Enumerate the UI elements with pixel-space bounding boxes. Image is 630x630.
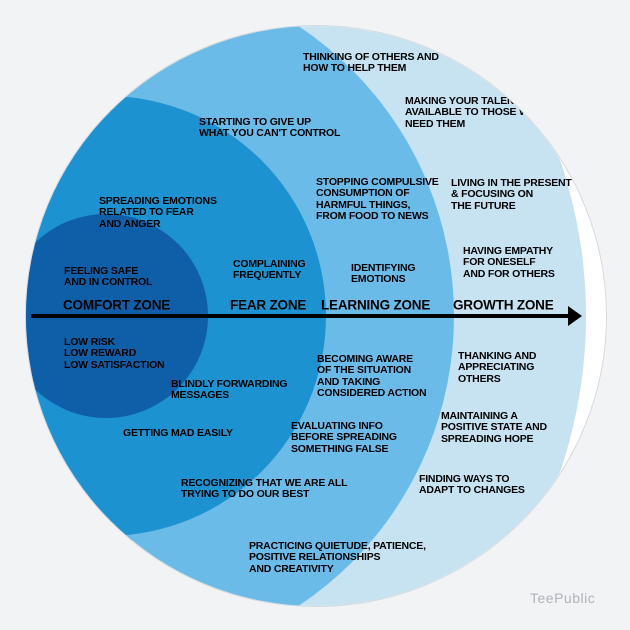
comfort-item: FEELING SAFEAND IN CONTROL	[64, 266, 184, 289]
growth-zone-label: GROWTH ZONE	[453, 298, 554, 313]
watermark: TeePublic	[530, 590, 595, 606]
learning-item: EVALUATING INFOBEFORE SPREADINGSOMETHING…	[291, 421, 441, 455]
growth-item: THINKING OF OTHERS ANDHOW TO HELP THEM	[303, 52, 493, 75]
growth-item: MAINTAINING APOSITIVE STATE ANDSPREADING…	[441, 411, 601, 445]
axis-arrowhead	[568, 306, 582, 326]
fear-item: BLINDLY FORWARDINGMESSAGES	[171, 379, 311, 402]
comfort-item: LOW RISKLOW REWARDLOW SATISFACTION	[64, 337, 194, 371]
fear-item: SPREADING EMOTIONSRELATED TO FEARAND ANG…	[99, 196, 249, 230]
fear-zone-label: FEAR ZONE	[230, 298, 306, 313]
growth-item: HAVING EMPATHYFOR ONESELFAND FOR OTHERS	[463, 246, 607, 280]
fear-item: GETTING MAD EASILY	[123, 428, 263, 439]
zones-diagram: GROWTH ZONE LEARNING ZONE FEAR ZONE COMFORT…	[0, 0, 630, 630]
learning-item: BECOMING AWAREOF THE SITUATIONAND TAKING…	[317, 354, 457, 399]
growth-item: LIVING IN THE PRESENT& FOCUSING ONTHE FU…	[451, 178, 607, 212]
growth-item: FINDING WAYS TOADAPT TO CHANGES	[419, 474, 579, 497]
growth-item: MAKING YOUR TALENTSAVAILABLE TO THOSE WH…	[405, 96, 585, 130]
diagram-clip-circle: GROWTH ZONE LEARNING ZONE FEAR ZONE COMFORT…	[25, 25, 607, 607]
learning-item: STARTING TO GIVE UPWHAT YOU CAN'T CONTRO…	[199, 117, 369, 140]
growth-item: PRACTICING QUIETUDE, PATIENCE,POSITIVE R…	[249, 541, 489, 575]
fear-item: COMPLAININGFREQUENTLY	[233, 259, 333, 282]
growth-item: THANKING ANDAPPRECIATINGOTHERS	[458, 351, 598, 385]
comfort-zone-label: COMFORT ZONE	[63, 298, 170, 313]
learning-item: RECOGNIZING THAT WE ARE ALLTRYING TO DO …	[181, 478, 401, 501]
axis-line	[31, 314, 569, 318]
learning-zone-label: LEARNING ZONE	[321, 298, 430, 313]
learning-item: IDENTIFYINGEMOTIONS	[351, 263, 461, 286]
